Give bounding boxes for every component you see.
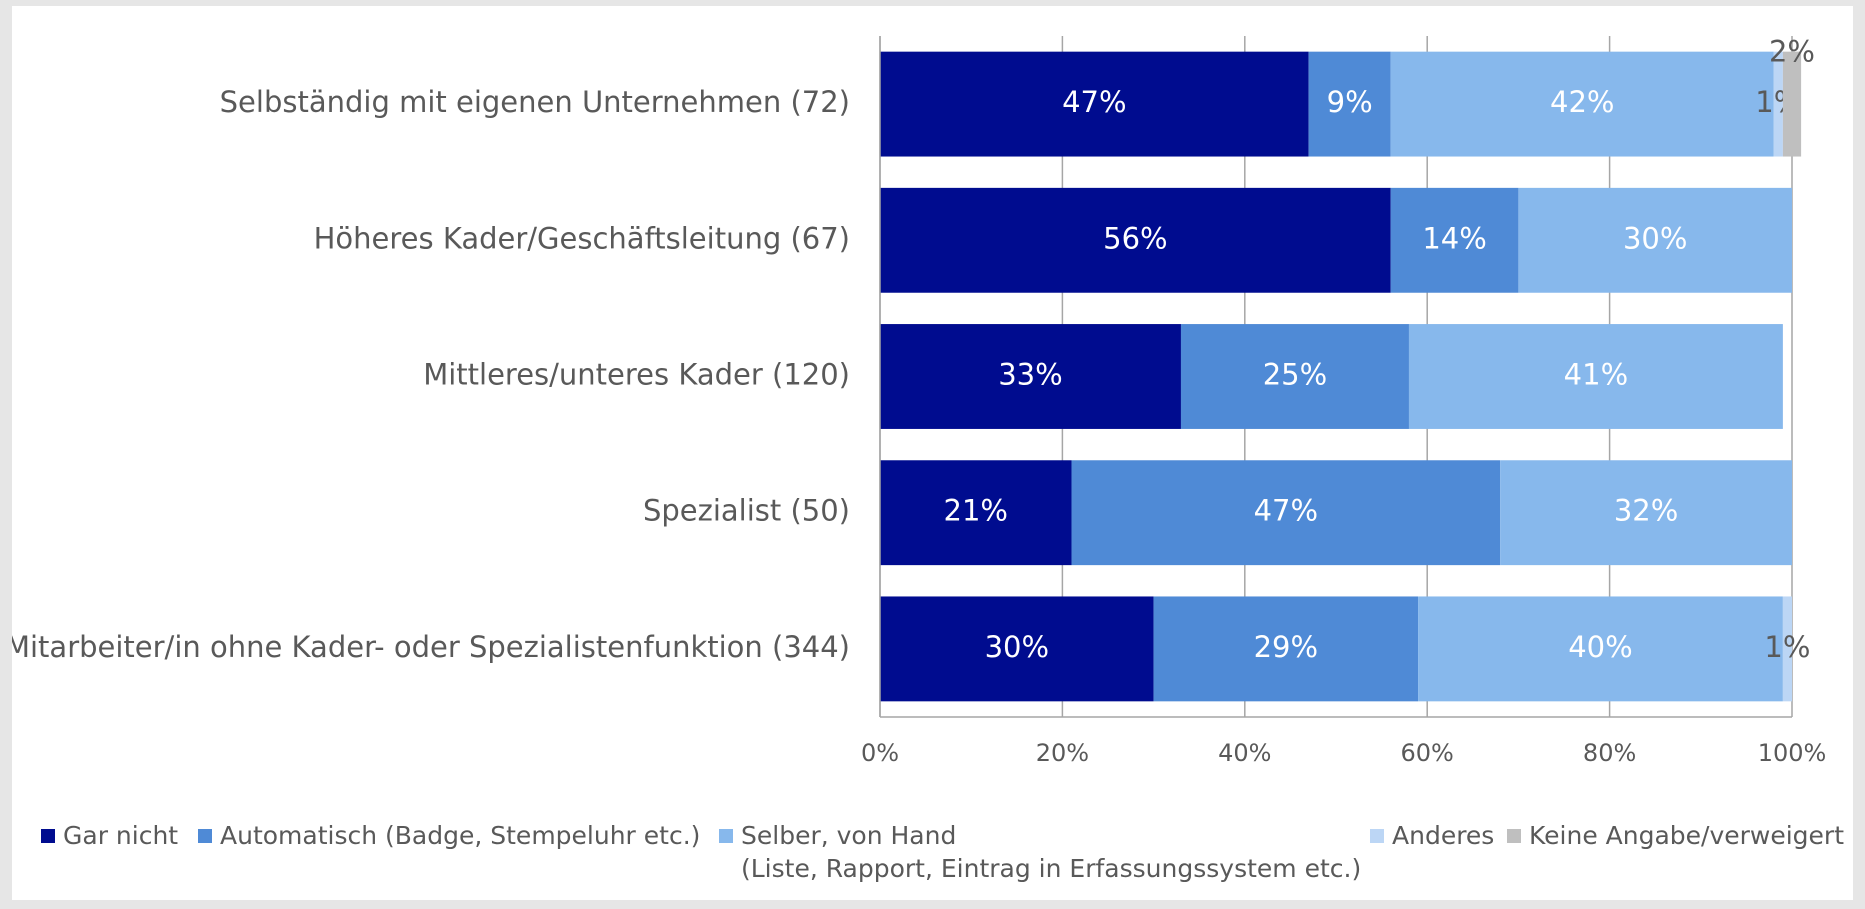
data-label: 47% bbox=[1254, 494, 1318, 528]
data-label: 21% bbox=[944, 494, 1008, 528]
chart: 0% 20% 40% 60% 80% 100% Selbständig mit eigene… bbox=[12, 35, 1827, 767]
data-label: 30% bbox=[985, 630, 1049, 664]
data-label: 32% bbox=[1614, 494, 1678, 528]
legend-label: Selber, von Hand (Liste, Rapport, Eintra… bbox=[741, 821, 1362, 883]
x-tick-label: 60% bbox=[1401, 739, 1454, 767]
data-label: 29% bbox=[1254, 630, 1318, 664]
legend-swatch bbox=[41, 829, 55, 843]
y-tick-label: Mittleres/unteres Kader (120) bbox=[423, 358, 850, 392]
data-label: 33% bbox=[998, 358, 1062, 392]
bar-segment bbox=[880, 596, 1154, 702]
bar-segment bbox=[1773, 51, 1783, 157]
x-tick-label: 0% bbox=[861, 739, 899, 767]
x-tick-label: 20% bbox=[1036, 739, 1089, 767]
x-tick-label: 40% bbox=[1218, 739, 1271, 767]
bar-segment bbox=[1782, 596, 1792, 702]
data-label: 56% bbox=[1103, 221, 1167, 255]
bar-segment bbox=[1782, 51, 1802, 157]
bar-segment bbox=[1308, 51, 1391, 157]
x-tick-label: 100% bbox=[1758, 739, 1827, 767]
data-label: 42% bbox=[1550, 85, 1614, 119]
data-label: 2% bbox=[1769, 35, 1815, 69]
bar-segment bbox=[1390, 187, 1519, 293]
bar-segment bbox=[1408, 324, 1783, 429]
data-label: 40% bbox=[1568, 630, 1632, 664]
bar-segment bbox=[1390, 51, 1774, 157]
bar-segment bbox=[1180, 324, 1409, 429]
bar-segment bbox=[1153, 596, 1419, 702]
data-label: 1% bbox=[1764, 630, 1810, 664]
data-label: 47% bbox=[1062, 85, 1126, 119]
data-label: 41% bbox=[1564, 358, 1628, 392]
legend-label: Anderes bbox=[1392, 821, 1495, 850]
bar-segment bbox=[880, 51, 1309, 157]
bar-segment bbox=[1071, 460, 1501, 566]
bar-segment bbox=[880, 460, 1072, 566]
legend-label: Keine Angabe/verweigert bbox=[1529, 821, 1845, 850]
legend-label: Gar nicht bbox=[63, 821, 179, 850]
legend-label: Automatisch (Badge, Stempeluhr etc.) bbox=[220, 821, 701, 850]
y-tick-label: Selbständig mit eigenen Unternehmen (72) bbox=[220, 85, 850, 119]
bar-segment bbox=[880, 187, 1391, 293]
bar-segment bbox=[1418, 596, 1783, 702]
y-tick-label: Spezialist (50) bbox=[643, 494, 850, 528]
x-tick-label: 80% bbox=[1583, 739, 1636, 767]
legend-swatch bbox=[1507, 829, 1521, 843]
y-tick-label: Mitarbeiter/in ohne Kader- oder Speziali… bbox=[12, 630, 850, 664]
legend-swatch bbox=[719, 829, 733, 843]
bar-segment bbox=[1500, 460, 1792, 566]
data-label: 9% bbox=[1327, 85, 1373, 119]
bar-segment bbox=[880, 324, 1181, 429]
legend-swatch bbox=[198, 829, 212, 843]
panel: 0% 20% 40% 60% 80% 100% Selbständig mit eigene… bbox=[12, 6, 1853, 900]
data-label: 25% bbox=[1263, 358, 1327, 392]
y-tick-label: Höheres Kader/Geschäftsleitung (67) bbox=[314, 221, 850, 255]
bar-segment bbox=[1518, 187, 1792, 293]
data-label: 30% bbox=[1623, 221, 1687, 255]
data-label: 14% bbox=[1422, 221, 1486, 255]
legend-swatch bbox=[1370, 829, 1384, 843]
